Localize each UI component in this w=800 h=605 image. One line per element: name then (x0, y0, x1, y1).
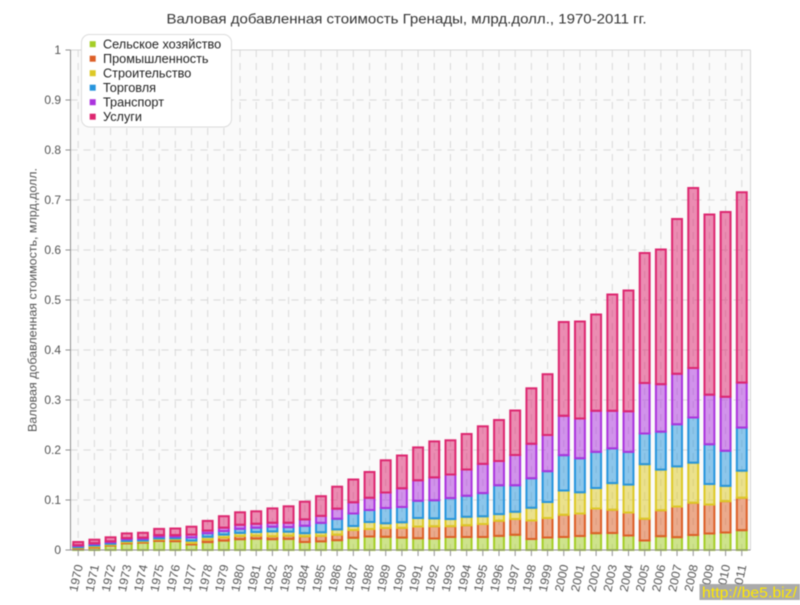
svg-text:0.1: 0.1 (44, 493, 61, 507)
svg-text:0.8: 0.8 (44, 143, 61, 157)
svg-text:0.3: 0.3 (44, 393, 61, 407)
svg-text:0.4: 0.4 (44, 343, 61, 357)
svg-text:Валовая добавленная стоимость: Валовая добавленная стоимость Гренады, м… (167, 11, 647, 27)
svg-text:Торговля: Торговля (103, 81, 156, 95)
svg-text:0.2: 0.2 (44, 443, 61, 457)
svg-text:Сельское хозяйство: Сельское хозяйство (103, 37, 221, 51)
svg-text:0.6: 0.6 (44, 243, 61, 257)
svg-text:Транспорт: Транспорт (103, 95, 164, 109)
svg-text:Валовая добавленная стоимость,: Валовая добавленная стоимость, млрд.долл… (26, 168, 40, 432)
svg-text:Промышленность: Промышленность (103, 52, 209, 66)
svg-text:http://be5.biz/: http://be5.biz/ (702, 586, 798, 601)
svg-text:0.9: 0.9 (44, 93, 61, 107)
svg-text:1: 1 (54, 43, 61, 57)
svg-text:0.5: 0.5 (44, 293, 61, 307)
svg-text:0.7: 0.7 (44, 193, 61, 207)
svg-text:Услуги: Услуги (103, 110, 142, 124)
svg-text:Строительство: Строительство (103, 66, 191, 80)
svg-text:0: 0 (54, 543, 61, 557)
